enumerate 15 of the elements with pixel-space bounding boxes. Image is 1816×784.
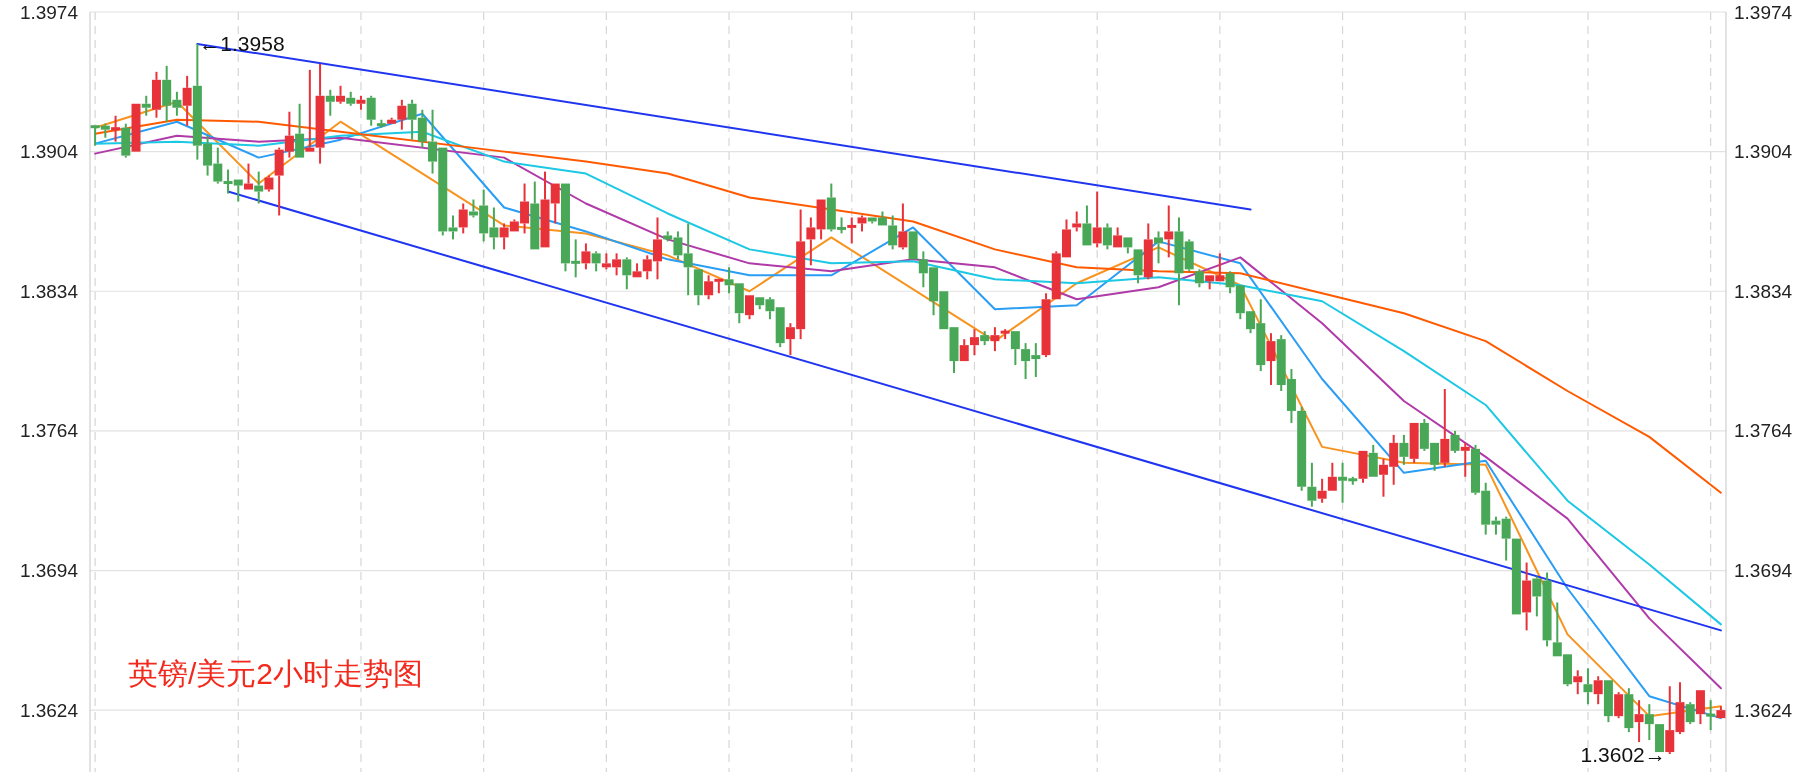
- y-tick-label: 1.3834: [19, 280, 79, 302]
- y2-tick-label: 1.3974: [1734, 1, 1793, 23]
- y-tick-label: 1.3904: [19, 141, 79, 163]
- y-tick-label: 1.3694: [19, 560, 79, 582]
- y2-tick-label: 1.3624: [1734, 699, 1793, 721]
- y2-tick-label: 1.3694: [1734, 560, 1793, 582]
- y2-tick-label: 1.3764: [1734, 420, 1793, 442]
- y-tick-label: 1.3624: [19, 699, 79, 721]
- annotation: ←1.3958: [199, 32, 285, 56]
- annotation: 1.3602→: [1580, 742, 1666, 766]
- y-tick-label: 1.3974: [19, 1, 79, 23]
- y2-tick-label: 1.3834: [1734, 280, 1793, 302]
- y2-tick-label: 1.3904: [1734, 141, 1793, 163]
- y-tick-label: 1.3764: [19, 420, 79, 442]
- title: 英镑/美元2小时走势图: [128, 657, 424, 690]
